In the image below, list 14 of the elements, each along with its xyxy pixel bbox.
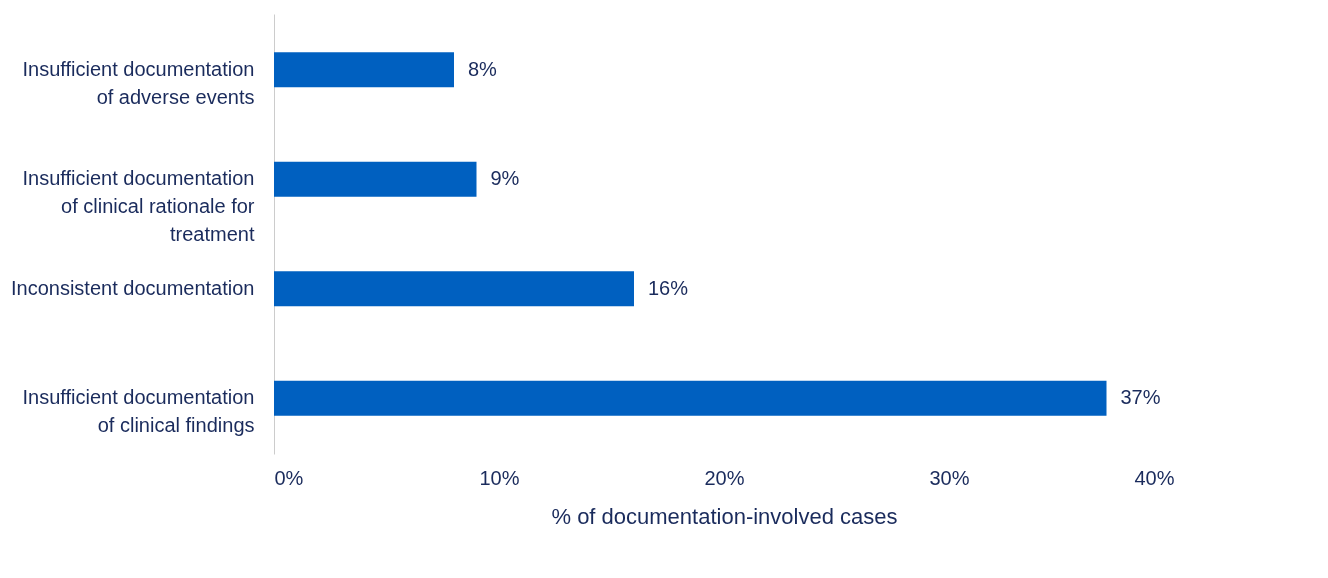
x-tick-label: 10%: [479, 466, 520, 489]
y-tick-label: Inconsistent documentation: [11, 276, 255, 299]
x-tick-label: 0%: [274, 466, 304, 489]
y-tick-label: Insufficient documentation of adverse events: [22, 57, 255, 108]
data-label: 9%: [490, 167, 520, 190]
y-tick-label: Insufficient documentation of clinical rationale for treatment: [22, 167, 255, 246]
x-tick-label: 20%: [704, 466, 745, 489]
y-tick-label: Insufficient documentation of clinical findings: [22, 386, 255, 437]
x-tick-label: 40%: [1134, 466, 1175, 489]
x-tick-label: 30%: [929, 466, 970, 489]
data-label: 16%: [648, 276, 689, 299]
x-axis-title: % of documentation-involved cases: [551, 503, 898, 529]
data-label: 37%: [1120, 386, 1161, 409]
data-label: 8%: [468, 57, 498, 80]
